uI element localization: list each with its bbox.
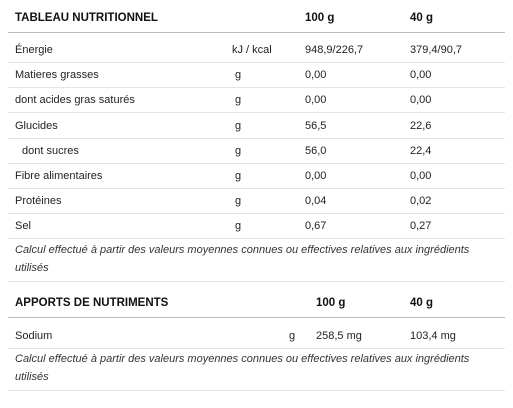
row-rule bbox=[8, 112, 505, 114]
row-rule bbox=[8, 162, 505, 164]
row-rule bbox=[8, 62, 505, 63]
value-cell: 0,00 bbox=[305, 69, 327, 82]
value-cell: 56,5 bbox=[305, 119, 327, 132]
unit-cell: g bbox=[289, 330, 296, 342]
unit-cell: g bbox=[235, 144, 242, 157]
header-rule bbox=[8, 32, 505, 33]
row-label: dont acides gras saturés bbox=[15, 94, 135, 107]
unit-cell: g bbox=[235, 170, 242, 182]
row-rule bbox=[8, 188, 505, 189]
value-cell: 0,00 bbox=[410, 94, 432, 107]
value-cell: 0,04 bbox=[305, 195, 327, 208]
value-cell: 379,4/90,7 bbox=[410, 44, 462, 56]
value-cell: 22,6 bbox=[410, 119, 432, 132]
unit-cell: g bbox=[235, 94, 242, 107]
header-cell: 40 g bbox=[410, 12, 434, 24]
row-rule bbox=[8, 238, 505, 240]
value-cell: 0,00 bbox=[410, 170, 432, 182]
row-label: Sodium bbox=[15, 330, 53, 342]
value-cell: 0,00 bbox=[410, 69, 432, 82]
section-rule bbox=[8, 280, 505, 282]
value-cell: 0,02 bbox=[410, 195, 432, 208]
value-cell: 0,00 bbox=[305, 94, 327, 107]
footnote: Calcul effectué à partir des valeurs moy… bbox=[15, 353, 470, 384]
value-cell: 103,4 mg bbox=[410, 330, 456, 342]
header-cell: 100 g bbox=[316, 297, 346, 309]
value-cell: 22,4 bbox=[410, 144, 432, 157]
header-cell: 100 g bbox=[305, 12, 335, 24]
unit-cell: g bbox=[235, 220, 242, 233]
unit-cell: g bbox=[235, 69, 242, 82]
section-rule bbox=[8, 390, 505, 392]
header-rule bbox=[8, 317, 505, 318]
header-cell: 40 g bbox=[410, 297, 434, 309]
row-rule bbox=[8, 213, 505, 215]
row-label: dont sucres bbox=[22, 144, 79, 157]
unit-cell: g bbox=[235, 119, 242, 132]
row-label: Glucides bbox=[15, 119, 58, 132]
header-cell: TABLEAU NUTRITIONNEL bbox=[15, 12, 158, 24]
value-cell: 258,5 mg bbox=[316, 330, 362, 342]
header-cell: APPORTS DE NUTRIMENTS bbox=[15, 297, 169, 309]
row-rule bbox=[8, 348, 505, 349]
row-rule bbox=[8, 137, 505, 139]
value-cell: 0,67 bbox=[305, 220, 327, 233]
row-label: Énergie bbox=[15, 44, 53, 56]
row-label: Sel bbox=[15, 220, 31, 233]
unit-cell: g bbox=[235, 195, 242, 208]
row-rule bbox=[8, 87, 505, 89]
value-cell: 0,00 bbox=[305, 170, 327, 182]
row-label: Protéines bbox=[15, 195, 62, 208]
value-cell: 948,9/226,7 bbox=[305, 44, 364, 56]
value-cell: 56,0 bbox=[305, 144, 327, 157]
unit-cell: kJ / kcal bbox=[232, 44, 272, 56]
footnote: Calcul effectué à partir des valeurs moy… bbox=[15, 243, 470, 274]
value-cell: 0,27 bbox=[410, 220, 432, 233]
row-label: Fibre alimentaires bbox=[15, 170, 103, 182]
row-label: Matieres grasses bbox=[15, 69, 99, 82]
